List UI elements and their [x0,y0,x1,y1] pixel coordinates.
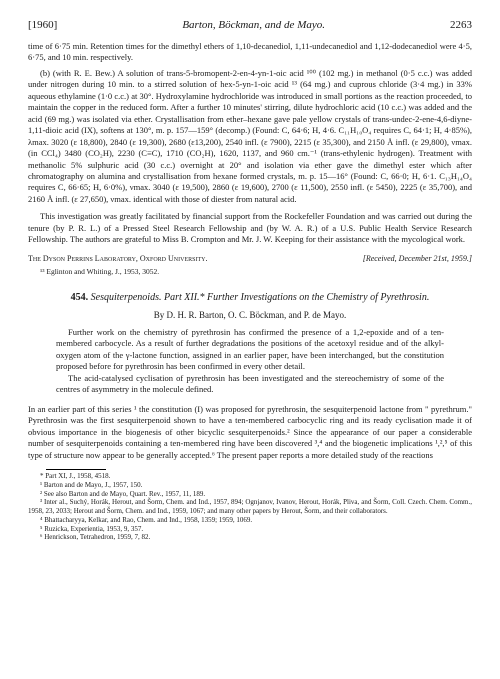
running-header: [1960] Barton, Böckman, and de Mayo. 226… [28,18,472,33]
footnote-rule [46,469,106,470]
footnotes: * Part XI, J., 1958, 4518. ¹ Barton and … [28,472,472,542]
journal-page: [1960] Barton, Böckman, and de Mayo. 226… [0,0,500,560]
experimental-paragraph: (b) (with R. E. Bew.) A solution of tran… [28,68,472,206]
header-page: 2263 [450,18,472,33]
abstract-p1: Further work on the chemistry of pyrethr… [56,327,444,373]
footnote-star: * Part XI, J., 1958, 4518. [28,472,472,481]
article-body: In an earlier part of this series ¹ the … [28,404,472,461]
byline: By D. H. R. Barton, O. C. Böckman, and P… [28,309,472,321]
abstract-p2: The acid-catalysed cyclisation of pyreth… [56,373,444,396]
footnote-6: ⁶ Henrickson, Tetrahedron, 1959, 7, 82. [28,533,472,542]
footnote-4: ⁴ Bhattacharyya, Kelkar, and Rao, Chem. … [28,516,472,525]
abstract: Further work on the chemistry of pyrethr… [56,327,444,396]
acknowledgment: This investigation was greatly facilitat… [28,211,472,245]
footnote-2: ² See also Barton and de Mayo, Quart. Re… [28,490,472,499]
footnote-1: ¹ Barton and de Mayo, J., 1957, 150. [28,481,472,490]
affiliation: The Dyson Perrins Laboratory, Oxford Uni… [28,254,207,265]
article-title-block: 454. Sesquiterpenoids. Part XII.* Furthe… [28,291,472,305]
author-list: By D. H. R. Barton, O. C. Böckman, and P… [154,310,347,320]
affiliation-line: The Dyson Perrins Laboratory, Oxford Uni… [28,254,472,265]
reference-13: ¹³ Eglinton and Whiting, J., 1953, 3052. [28,267,472,277]
header-year: [1960] [28,18,57,33]
footnote-3: ³ Inter al., Suchý, Horák, Herout, and Š… [28,498,472,516]
body-paragraph: In an earlier part of this series ¹ the … [28,404,472,460]
received-date: [Received, December 21st, 1959.] [363,254,472,265]
article-title: Sesquiterpenoids. Part XII.* Further Inv… [91,292,430,303]
carryover-paragraph: time of 6·75 min. Retention times for th… [28,41,472,64]
header-authors: Barton, Böckman, and de Mayo. [57,18,450,33]
footnote-5: ⁵ Ruzicka, Experientia, 1953, 9, 357. [28,525,472,534]
article-number: 454. [71,292,89,303]
